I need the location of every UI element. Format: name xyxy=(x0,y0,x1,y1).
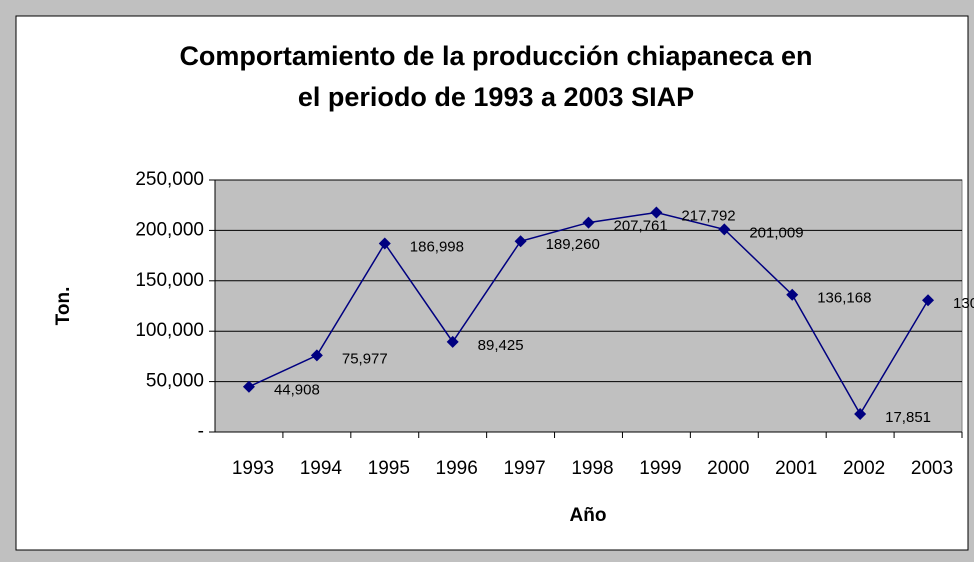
x-tick-label: 2002 xyxy=(843,458,885,479)
x-tick-label: 1996 xyxy=(436,458,478,479)
data-label: 17,851 xyxy=(885,409,931,426)
marker xyxy=(922,294,935,307)
x-tick-label: 1995 xyxy=(368,458,410,479)
x-tick-label: 1994 xyxy=(300,458,343,479)
y-tick-label: - xyxy=(198,421,204,442)
marker xyxy=(854,408,867,421)
x-tick-label: 2001 xyxy=(775,458,817,479)
marker xyxy=(718,223,731,236)
data-label: 130,686 xyxy=(953,295,974,312)
y-tick-label: 250,000 xyxy=(135,169,204,190)
marker xyxy=(242,380,255,393)
x-tick-label: 1999 xyxy=(639,458,681,479)
y-tick-label: 150,000 xyxy=(135,270,204,291)
data-label: 217,792 xyxy=(681,207,735,224)
x-tick-label: 1993 xyxy=(232,458,274,479)
chart-title: Comportamiento de la producción chiapane… xyxy=(179,41,812,71)
data-label: 189,260 xyxy=(546,236,600,253)
y-tick-label: 50,000 xyxy=(146,371,204,392)
marker xyxy=(786,288,799,301)
data-label: 89,425 xyxy=(478,337,524,354)
marker xyxy=(378,237,391,250)
x-tick-label: 1998 xyxy=(571,458,613,479)
y-axis-label: Ton. xyxy=(53,287,74,326)
x-tick-label: 2003 xyxy=(911,458,953,479)
data-label: 207,761 xyxy=(614,218,668,235)
y-tick-label: 200,000 xyxy=(135,219,204,240)
chart-title: el periodo de 1993 a 2003 SIAP xyxy=(298,82,694,112)
marker xyxy=(310,349,323,362)
y-tick-label: 100,000 xyxy=(135,320,204,341)
data-label: 201,009 xyxy=(749,224,803,241)
marker xyxy=(446,335,459,348)
data-label: 186,998 xyxy=(410,238,464,255)
data-label: 44,908 xyxy=(274,382,320,399)
x-tick-label: 2000 xyxy=(707,458,749,479)
data-label: 75,977 xyxy=(342,350,388,367)
x-tick-label: 1997 xyxy=(503,458,545,479)
marker xyxy=(582,216,595,229)
marker xyxy=(514,235,527,248)
data-label: 136,168 xyxy=(817,290,871,307)
marker xyxy=(650,206,663,219)
x-axis-label: Año xyxy=(570,505,607,526)
